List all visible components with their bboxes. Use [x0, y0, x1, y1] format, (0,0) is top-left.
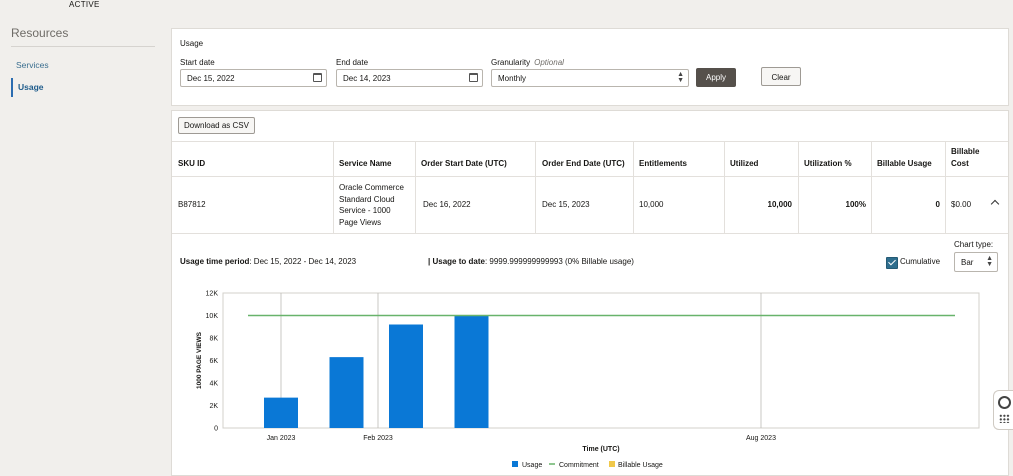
cell-service-name: Oracle Commerce Standard Cloud Service -… [339, 182, 404, 228]
y-tick-label: 12K [206, 291, 219, 298]
calendar-icon[interactable] [313, 73, 322, 82]
select-caret-icon: ▲ ▼ [986, 255, 993, 268]
status-label: ACTIVE [69, 0, 100, 9]
y-axis-label: 1000 PAGE VIEWS [196, 331, 203, 389]
cell-entitlements: 10,000 [639, 200, 664, 209]
usage-bar [264, 397, 298, 428]
header-cost-text: Cost [951, 159, 969, 168]
column-divider [798, 141, 799, 233]
service-line: Page Views [339, 217, 382, 227]
sidebar-divider [11, 46, 155, 47]
column-divider [415, 141, 416, 233]
header-billable-text: Billable [951, 147, 980, 156]
x-axis-label: Time (UTC) [582, 446, 619, 453]
start-date-label: Start date [180, 58, 215, 67]
header-entitlements[interactable]: Entitlements [639, 159, 688, 168]
legend-billable-label: Billable Usage [618, 462, 663, 469]
usage-to-date: | Usage to date: 9999.999999999993 (0% B… [428, 257, 634, 266]
usage-to-date-label: Usage to date [432, 257, 485, 266]
y-tick-label: 0 [214, 426, 218, 433]
sidebar-item-services[interactable]: Services [16, 60, 49, 70]
end-date-label: End date [336, 58, 369, 67]
header-sku-id[interactable]: SKU ID [178, 159, 206, 168]
cell-billable-usage: 0 [935, 200, 940, 209]
usage-filter-panel: Usage Start date Dec 15, 2022 End date D… [171, 28, 1009, 106]
column-divider [535, 141, 536, 233]
cell-utilized: 10,000 [767, 200, 792, 209]
usage-period-label: Usage time period [180, 257, 250, 266]
usage-bar [329, 357, 364, 428]
y-tick-label: 2K [209, 403, 218, 410]
usage-period: Usage time period: Dec 15, 2022 - Dec 14… [180, 257, 356, 266]
cumulative-label[interactable]: Cumulative [900, 257, 941, 266]
granularity-select[interactable]: Monthly ▲ ▼ [491, 69, 689, 87]
table-row-border [172, 233, 1008, 234]
granularity-label: Granularity Optional [491, 58, 564, 67]
x-tick-label: Feb 2023 [363, 435, 393, 442]
x-tick-label: Aug 2023 [746, 435, 776, 442]
legend-usage-label: Usage [522, 462, 542, 469]
y-tick-label: 6K [209, 358, 218, 365]
chart-type-value: Bar [961, 258, 974, 267]
table-top-border [172, 141, 1008, 142]
cell-utilization: 100% [845, 200, 866, 209]
usage-period-value: : Dec 15, 2022 - Dec 14, 2023 [249, 257, 357, 266]
cumulative-checkbox[interactable] [886, 257, 898, 269]
service-line: Standard Cloud [339, 194, 395, 204]
usage-section-title: Usage [180, 39, 204, 48]
cell-order-start: Dec 16, 2022 [423, 200, 471, 209]
legend-billable-swatch [609, 461, 615, 467]
y-tick-label: 4K [209, 381, 218, 388]
start-date-value: Dec 15, 2022 [187, 74, 235, 83]
service-line: Oracle Commerce [339, 183, 404, 192]
y-tick-label: 10K [206, 313, 219, 320]
sidebar-item-usage[interactable]: Usage [11, 78, 44, 97]
calendar-icon[interactable] [469, 73, 478, 82]
start-date-field[interactable]: Dec 15, 2022 [180, 69, 327, 87]
select-caret-icon: ▲ ▼ [677, 71, 684, 84]
chart-type-select[interactable]: Bar ▲ ▼ [954, 252, 998, 272]
header-utilized[interactable]: Utilized [730, 159, 759, 168]
header-service-name[interactable]: Service Name [339, 159, 392, 168]
header-order-start[interactable]: Order Start Date (UTC) [421, 159, 507, 168]
granularity-value: Monthly [498, 74, 527, 83]
service-line: Service - 1000 [339, 206, 391, 215]
x-tick-label: Jan 2023 [267, 435, 296, 442]
lifebuoy-icon[interactable] [998, 396, 1011, 409]
table-header-border [172, 176, 1008, 177]
cell-sku: B87812 [178, 200, 206, 209]
y-tick-label: 8K [209, 336, 218, 343]
apply-button[interactable]: Apply [696, 68, 736, 87]
download-csv-button[interactable]: Download as CSV [178, 117, 255, 134]
usage-to-date-value: : 9999.999999999993 (0% Billable usage) [484, 257, 634, 266]
column-divider [724, 141, 725, 233]
help-widget[interactable] [993, 390, 1013, 430]
usage-bar [389, 324, 423, 428]
optional-hint: Optional [534, 58, 564, 67]
legend-usage-swatch [512, 461, 518, 467]
legend-commitment-label: Commitment [559, 462, 599, 469]
header-order-end[interactable]: Order End Date (UTC) [542, 159, 625, 168]
usage-bar [454, 315, 489, 428]
cell-cost: $0.00 [951, 200, 972, 209]
clear-button[interactable]: Clear [761, 67, 801, 86]
header-billable-cost[interactable]: Billable Cost [951, 147, 979, 168]
column-divider [333, 141, 334, 233]
apps-grid-icon[interactable] [999, 414, 1010, 423]
header-utilization[interactable]: Utilization % [804, 159, 852, 168]
cell-order-end: Dec 15, 2023 [542, 200, 590, 209]
chart-type-label: Chart type: [954, 240, 994, 249]
column-divider [945, 141, 946, 233]
end-date-field[interactable]: Dec 14, 2023 [336, 69, 483, 87]
granularity-label-text: Granularity [491, 58, 531, 67]
resources-title: Resources [11, 26, 69, 40]
plot-frame [222, 292, 980, 429]
column-divider [871, 141, 872, 233]
header-billable-usage[interactable]: Billable Usage [877, 159, 932, 168]
end-date-value: Dec 14, 2023 [343, 74, 391, 83]
column-divider [633, 141, 634, 233]
